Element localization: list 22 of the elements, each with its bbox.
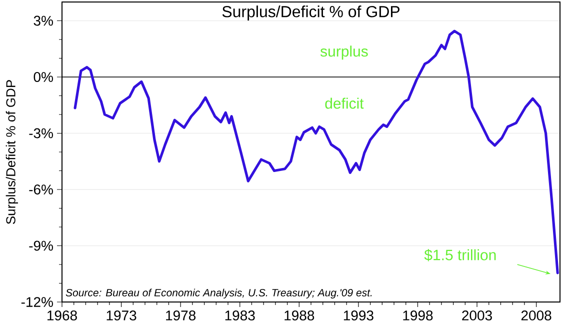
chart-title: Surplus/Deficit % of GDP — [222, 6, 400, 20]
x-tick-label: 1983 — [225, 310, 255, 320]
x-tick-label: 1988 — [284, 310, 314, 320]
y-tick-label: 3% — [34, 16, 53, 26]
x-tick-label: 1978 — [166, 310, 196, 320]
annotation: Source: Bureau of Economic Analysis, U.S. Treasury; Aug.'09 est. — [66, 288, 372, 298]
annotation: deficit — [325, 98, 364, 109]
y-tick-label: -9% — [29, 240, 53, 251]
y-tick-label: -6% — [29, 184, 53, 194]
annotation: surplus — [320, 46, 368, 60]
annotation: $1.5 trillion — [424, 249, 496, 262]
x-tick-label: 2008 — [521, 310, 552, 320]
y-tick-label: -12% — [21, 297, 53, 307]
y-tick-label: -3% — [29, 128, 53, 138]
x-tick-label: 1998 — [403, 310, 433, 320]
x-tick-label: 1993 — [344, 310, 374, 320]
line-series — [74, 30, 559, 274]
y-tick-label: 0% — [34, 72, 53, 82]
x-tick-label: 1968 — [47, 310, 77, 320]
x-tick-label: 2003 — [462, 310, 492, 320]
x-tick-label: 1973 — [106, 310, 136, 320]
y-axis-title: Surplus/Deficit % of GDP — [6, 80, 18, 224]
